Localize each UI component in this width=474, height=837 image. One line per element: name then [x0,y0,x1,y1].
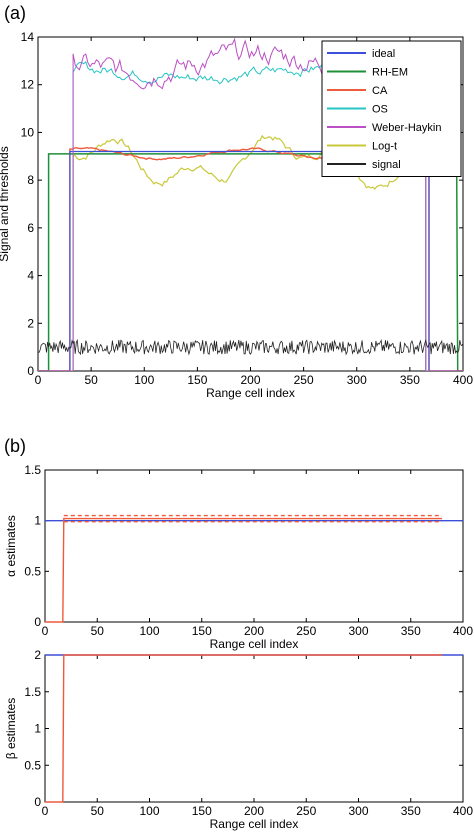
x-axis-label: Range cell index [206,386,295,400]
y-tick-label: 4 [27,269,34,283]
y-tick-label: 10 [21,125,35,139]
series-line [45,654,443,803]
y-axis-label: Signal and thresholds [0,146,11,261]
panel-label: (a) [4,3,26,23]
x-tick-label: 300 [347,373,367,387]
x-tick-label: 50 [91,624,105,638]
x-tick-label: 300 [348,804,368,818]
x-tick-label: 350 [401,624,421,638]
y-tick-label: 0 [34,795,41,809]
x-tick-label: 200 [244,804,264,818]
x-tick-label: 350 [400,373,420,387]
x-tick-label: 300 [348,624,368,638]
y-tick-label: 6 [27,221,34,235]
x-tick-label: 50 [91,804,105,818]
x-axis-label: Range cell index [210,817,299,831]
x-tick-label: 150 [192,624,212,638]
x-tick-label: 250 [294,373,314,387]
axes-panel-b-beta: 0 50 100 150 200 250 300 350 400 0 0.5 1 1.5 2 Range c… [4,648,473,831]
legend: ideal RH-EM CA OS Weber-Haykin Log-t signal [321,40,462,177]
legend-label: OS [372,104,388,116]
x-tick-label: 0 [42,624,49,638]
x-tick-label: 250 [296,624,316,638]
legend-label: signal [372,159,401,171]
legend-label: Log-t [372,141,397,153]
y-tick-label: 0 [34,615,41,629]
x-tick-label: 0 [35,373,42,387]
x-tick-label: 100 [139,804,159,818]
y-tick-label: 2 [27,316,34,330]
series-line [45,517,443,623]
x-tick-label: 150 [187,373,207,387]
x-tick-label: 0 [42,804,49,818]
y-axis-label: α estimates [4,515,18,577]
y-tick-label: 0.5 [24,758,41,772]
legend-label: Weber-Haykin [372,122,442,134]
panel-label: (b) [4,436,26,456]
x-tick-label: 400 [453,624,473,638]
x-tick-label: 250 [296,804,316,818]
x-tick-label: 150 [192,804,212,818]
legend-label: RH-EM [372,67,408,79]
x-tick-label: 100 [134,373,154,387]
plot-area [44,469,464,623]
x-tick-label: 350 [401,804,421,818]
x-axis-label: Range cell index [210,637,299,651]
y-axis-label: β estimates [4,698,18,760]
plot-area [44,654,464,803]
x-tick-label: 400 [453,804,473,818]
y-tick-label: 14 [21,30,35,44]
y-tick-label: 0.5 [24,564,41,578]
y-tick-label: 12 [21,78,35,92]
x-tick-label: 200 [240,373,260,387]
series-signal [38,338,463,356]
y-tick-label: 0 [27,364,34,378]
x-tick-label: 200 [244,624,264,638]
y-tick-label: 1.5 [24,685,41,699]
y-tick-label: 2 [34,648,41,662]
axes-panel-a: 0 50 100 150 200 250 300 350 400 0 2 4 6 8 10 12 14 Range… [0,3,473,400]
y-tick-label: 1 [34,514,41,528]
axes-panel-b-alpha: 0 50 100 150 200 250 300 350 400 0 0.5 1 1.5 Range ce… [4,436,473,651]
y-tick-label: 1 [34,722,41,736]
legend-label: ideal [372,48,395,60]
x-tick-label: 100 [139,624,159,638]
x-tick-label: 400 [453,373,473,387]
y-tick-label: 1.5 [24,463,41,477]
x-tick-label: 50 [84,373,98,387]
legend-label: CA [372,85,388,97]
y-tick-label: 8 [27,173,34,187]
